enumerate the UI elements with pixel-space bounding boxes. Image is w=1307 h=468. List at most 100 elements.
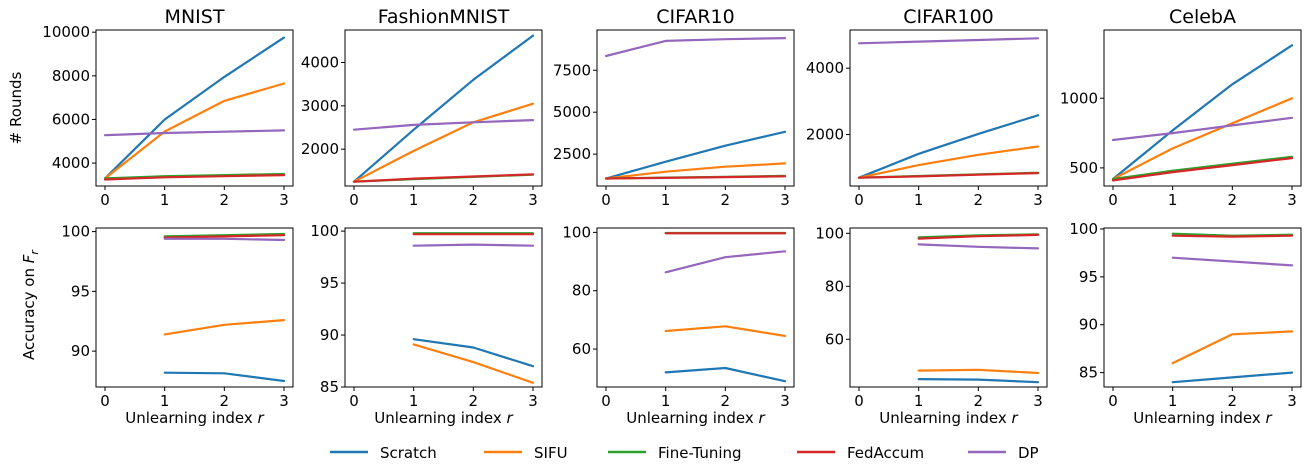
y-tick-label: 80 [825, 277, 844, 295]
y-tick-label: 2000 [301, 140, 339, 158]
series-line-sifu [352, 102, 535, 183]
plot-frame [95, 227, 294, 388]
y-tick-label: 95 [71, 282, 90, 300]
series-line-scratch [664, 366, 787, 383]
panel-accuracy-1: 0 1 2 3 85 90 95 100 Unlearning index r [310, 222, 543, 427]
plot-frame [344, 227, 543, 388]
x-tick-label: 2 [1228, 392, 1238, 410]
series-line-dp [604, 36, 787, 58]
series-line-fedaccum [103, 174, 286, 181]
x-tick-label: 3 [1033, 191, 1043, 209]
x-tick-label: 3 [279, 191, 289, 209]
series-line-fedaccum [163, 234, 286, 239]
plot-frame [849, 29, 1048, 187]
y-axis-label-rounds: # Rounds [7, 72, 25, 145]
y-tick-label: 100 [815, 224, 844, 242]
plot-frame [95, 29, 294, 187]
series-line-scratch [857, 114, 1040, 179]
legend-label: DP [1018, 444, 1039, 462]
series-line-fedaccum [917, 233, 1040, 240]
x-tick-label: 2 [721, 191, 731, 209]
legend-label: Fine-Tuning [658, 444, 742, 462]
legend: Scratch SIFU Fine-Tuning FedAccum DP [330, 444, 1039, 462]
x-tick-label: 3 [528, 191, 538, 209]
series-line-sifu [103, 82, 286, 180]
x-tick-label: 2 [220, 191, 230, 209]
panel-accuracy-3: 0 1 2 3 60 80 100 Unlearning index r [815, 224, 1048, 427]
x-tick-label: 0 [854, 392, 864, 410]
x-tick-label: 0 [100, 392, 110, 410]
y-tick-label: 5000 [553, 103, 591, 121]
series-line-fedaccum [857, 172, 1040, 179]
x-tick-label: 2 [974, 191, 984, 209]
panel-accuracy-2: 0 1 2 3 60 80 100 Unlearning index r [562, 223, 795, 427]
plot-frame [344, 29, 543, 187]
plot-frame [596, 29, 795, 187]
x-tick-label: 0 [1108, 191, 1118, 209]
y-tick-label: 2000 [806, 126, 844, 144]
legend-label: FedAccum [847, 444, 924, 462]
series-line-fedaccum [1171, 234, 1294, 238]
panel-title: CIFAR100 [903, 6, 994, 28]
x-tick-label: 3 [279, 392, 289, 410]
x-tick-label: 1 [661, 392, 671, 410]
x-tick-label: 1 [1168, 392, 1178, 410]
y-tick-label: 100 [1069, 220, 1098, 238]
series-line-dp [857, 37, 1040, 45]
series-line-scratch [163, 371, 286, 383]
series-line-sifu [1111, 97, 1294, 181]
series-line-dp [1171, 256, 1294, 267]
y-tick-label: 60 [572, 340, 591, 358]
series-line-sifu [664, 325, 787, 337]
plot-frame [596, 227, 795, 388]
x-tick-label: 2 [469, 191, 479, 209]
y-tick-label: 6000 [52, 110, 90, 128]
x-tick-label: 0 [1108, 392, 1118, 410]
series-line-sifu [412, 343, 535, 384]
series-line-scratch [917, 378, 1040, 384]
panel-title: FashionMNIST [378, 6, 510, 28]
panel-title: MNIST [165, 6, 225, 28]
y-tick-label: 2500 [553, 145, 591, 163]
x-tick-label: 2 [469, 392, 479, 410]
x-tick-label: 3 [1287, 392, 1297, 410]
series-line-dp [917, 243, 1040, 250]
y-tick-label: 4000 [52, 154, 90, 172]
panel-rounds-2: 0 1 2 3 2500 5000 7500 CIFAR10 [553, 6, 795, 209]
series-line-dp [163, 237, 286, 242]
series-line-scratch [103, 36, 286, 180]
x-tick-label: 0 [349, 191, 359, 209]
y-tick-label: 1000 [1060, 89, 1098, 107]
series-line-scratch [412, 338, 535, 368]
series-line-scratch [1111, 44, 1294, 181]
x-tick-label: 1 [160, 392, 170, 410]
y-tick-label: 85 [320, 378, 339, 396]
y-tick-label: 95 [320, 274, 339, 292]
x-tick-label: 0 [349, 392, 359, 410]
x-tick-label: 1 [160, 191, 170, 209]
series-line-scratch [1171, 371, 1294, 384]
y-tick-label: 85 [1079, 364, 1098, 382]
y-tick-label: 90 [320, 326, 339, 344]
x-tick-label: 2 [1228, 191, 1238, 209]
x-tick-label: 0 [601, 392, 611, 410]
y-tick-label: 8000 [52, 67, 90, 85]
x-axis-label: Unlearning index r [1133, 409, 1272, 427]
x-tick-label: 3 [1287, 191, 1297, 209]
x-tick-label: 1 [409, 191, 419, 209]
series-line-dp [352, 118, 535, 131]
x-axis-label: Unlearning index r [374, 409, 513, 427]
panel-rounds-4: 0 1 2 3 500 1000 CelebA [1060, 6, 1302, 209]
plot-frame [1103, 227, 1302, 388]
series-line-dp [664, 250, 787, 274]
panel-accuracy-0: 0 1 2 3 90 95 100 Unlearning index r [61, 223, 294, 427]
series-line-sifu [163, 319, 286, 336]
plot-frame [1103, 29, 1302, 187]
series-line-dp [103, 129, 286, 137]
y-tick-label: 7500 [553, 61, 591, 79]
plot-frame [849, 227, 1048, 388]
y-tick-label: 100 [562, 223, 591, 241]
x-tick-label: 3 [780, 392, 790, 410]
y-tick-label: 100 [310, 222, 339, 240]
